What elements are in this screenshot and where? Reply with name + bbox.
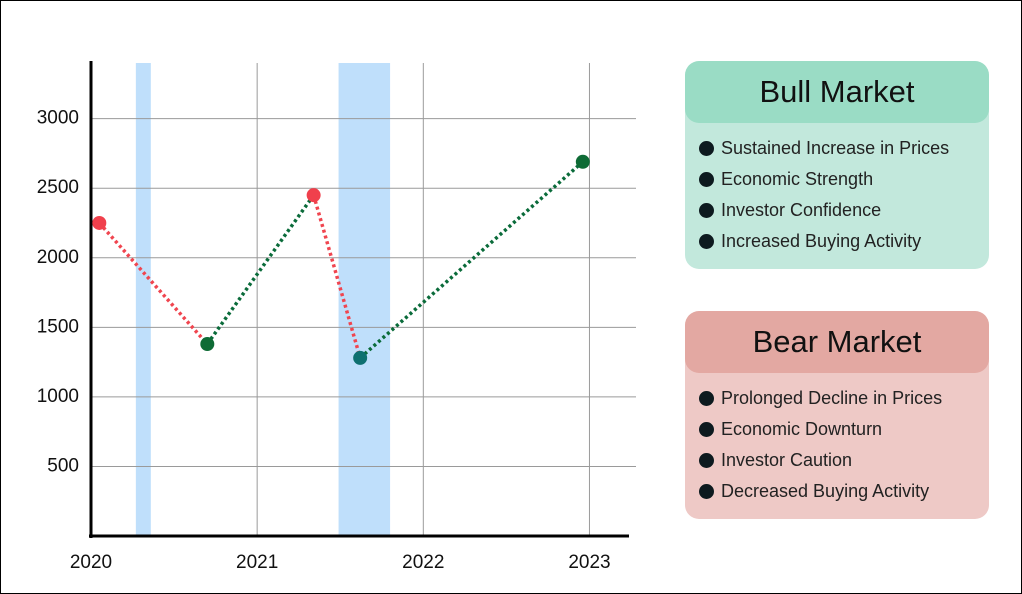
card-item: Prolonged Decline in Prices <box>699 383 989 414</box>
item-text: Economic Downturn <box>721 419 883 439</box>
line-segment <box>98 221 209 346</box>
bullet <box>699 203 714 218</box>
data-point <box>575 154 590 169</box>
card-title: Bear Market <box>685 311 989 373</box>
bullet <box>699 141 714 156</box>
chart: 500 1000 1500 2000 2500 3000 2020 2021 2022 2023 <box>37 61 636 573</box>
card-list: Sustained Increase in Prices Economic Str… <box>699 133 989 257</box>
item-text: Investor Confidence <box>721 200 882 220</box>
card-item: Economic Strength <box>699 164 989 195</box>
bullet <box>699 391 714 406</box>
card-item: Economic Downturn <box>699 414 989 445</box>
item-text: Increased Buying Activity <box>721 231 922 251</box>
x-tick-label: 2023 <box>568 552 610 573</box>
line-segment <box>359 160 584 360</box>
bullet <box>699 234 714 249</box>
data-point <box>200 337 215 352</box>
data-point <box>353 350 368 365</box>
bullet <box>699 453 714 468</box>
item-text: Sustained Increase in Prices <box>721 138 950 158</box>
data-point <box>92 215 107 230</box>
card-item: Investor Caution <box>699 445 989 476</box>
y-tick-label: 3000 <box>37 108 79 129</box>
bullet <box>699 172 714 187</box>
y-tick-label: 2500 <box>37 177 79 198</box>
item-text: Prolonged Decline in Prices <box>721 388 943 408</box>
y-tick-label: 500 <box>47 455 79 476</box>
y-tick-label: 1000 <box>37 386 79 407</box>
card-title: Bull Market <box>685 61 989 123</box>
x-tick-label: 2022 <box>402 552 444 573</box>
shaded-region <box>338 63 391 536</box>
y-tick-label: 2000 <box>37 247 79 268</box>
card-item: Investor Confidence <box>699 195 989 226</box>
card-item: Sustained Increase in Prices <box>699 133 989 164</box>
card-item: Decreased Buying Activity <box>699 476 989 507</box>
bullet <box>699 484 714 499</box>
bullet <box>699 422 714 437</box>
line-segment <box>311 194 362 359</box>
shaded-region <box>135 63 151 536</box>
bear-card: Bear Market Prolonged Decline in Prices E… <box>685 311 989 519</box>
y-tick-label: 1500 <box>37 316 79 337</box>
data-point <box>306 188 321 203</box>
x-tick-label: 2021 <box>236 552 278 573</box>
item-text: Economic Strength <box>721 169 874 189</box>
card-list: Prolonged Decline in Prices Economic Down… <box>699 383 989 507</box>
x-tick-label: 2020 <box>70 552 112 573</box>
item-text: Decreased Buying Activity <box>721 481 930 501</box>
item-text: Investor Caution <box>721 450 853 470</box>
line-segment <box>205 194 316 346</box>
card-item: Increased Buying Activity <box>699 226 989 257</box>
bull-card: Bull Market Sustained Increase in Prices… <box>685 61 989 269</box>
